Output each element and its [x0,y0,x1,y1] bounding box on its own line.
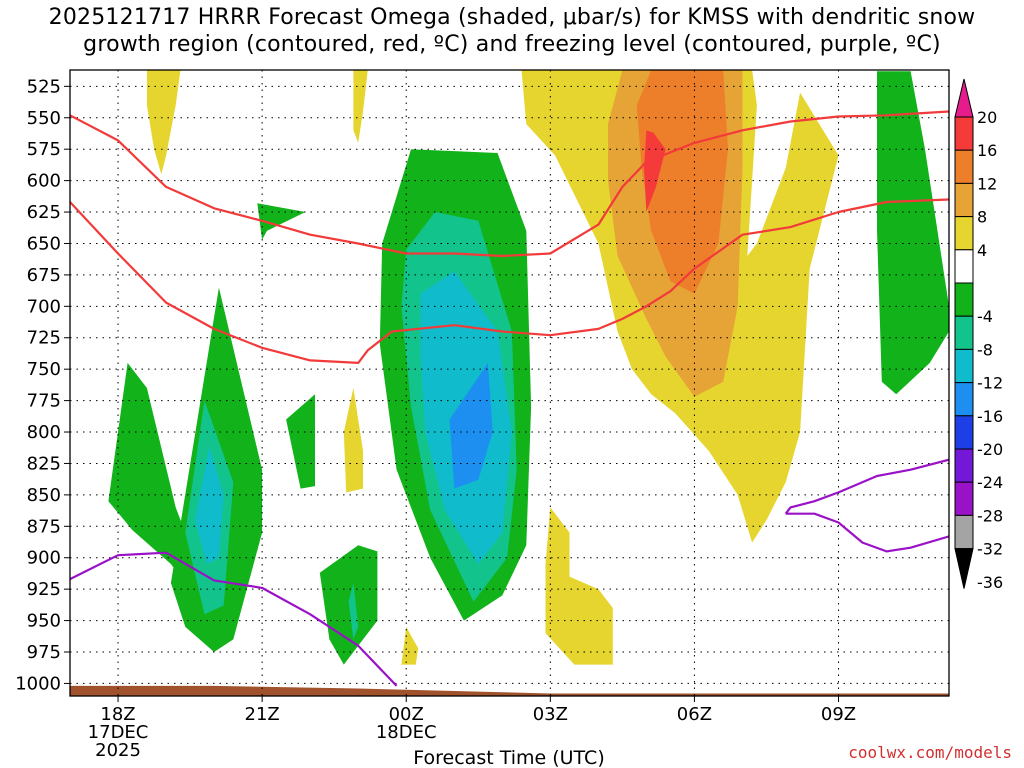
contour-freezing-level-right-lower [785,512,949,553]
y-tick-label-650: 650 [27,233,61,254]
y-tick-label-900: 900 [27,548,61,569]
title-line-2: growth region (contoured, red, ºC) and f… [83,32,941,57]
colorbar-bin--28--24 [954,448,974,483]
colorbar-bin--8--4 [954,282,974,317]
colorbar-label--4: -4 [977,307,993,326]
y-tick-label-525: 525 [27,76,61,97]
y-tick-label-825: 825 [27,453,61,474]
omega-region-rising-pocket-5-core [348,582,359,640]
colorbar-over-arrow [954,78,974,118]
colorbar-label-20: 20 [977,108,997,127]
colorbar-bin--12--8 [954,315,974,350]
omega-region-rising-pocket-3 [257,203,306,240]
y-tick-label-725: 725 [27,328,61,349]
y-tick-label-1000: 1000 [15,673,61,694]
y-tick-label-600: 600 [27,171,61,192]
y-tick-label-875: 875 [27,516,61,537]
omega-region-main-rising-column-max [449,362,493,489]
omega-region-sinking-main-12 [636,70,728,294]
colorbar-label--8: -8 [977,340,993,359]
x-tick-date-18Z: 17DEC [88,722,149,743]
colorbar-bin--4-4 [954,249,974,284]
omega-region-sinking-main-16 [644,130,666,212]
colorbar-bin-12-16 [954,149,974,184]
colorbar-bin-8-12 [954,182,974,218]
omega-region-sinking-top-mid [353,70,368,143]
y-tick-label-950: 950 [27,611,61,632]
x-tick-label-18Z: 18Z [100,704,135,725]
x-axis-title: Forecast Time (UTC) [413,747,604,768]
colorbar-label-12: 12 [977,174,997,193]
terrain-ground [70,685,949,696]
x-tick-label-06Z: 06Z [677,704,712,725]
colorbar-label--36: -36 [977,573,1003,592]
omega-region-rising-pocket-1 [108,362,200,602]
contour-dgz-upper [70,110,949,258]
y-tick-label-850: 850 [27,485,61,506]
colorbar-label--12: -12 [977,374,1003,393]
colorbar-bin--32--28 [954,481,974,516]
colorbar-label--20: -20 [977,440,1003,459]
y-tick-label-750: 750 [27,359,61,380]
y-tick-label-925: 925 [27,579,61,600]
colorbar-bin--24--20 [954,415,974,450]
x-tick-year-18Z: 2025 [95,740,141,761]
contour-dgz-lower [70,198,949,364]
omega-region-rising-pocket-2-inner [194,447,224,564]
colorbar-label--28: -28 [977,506,1003,525]
omega-region-sinking-low-right [545,507,613,665]
y-tick-label-675: 675 [27,265,61,286]
colorbar-bin--36--32 [954,514,974,550]
colorbar-bin--16--12 [954,348,974,384]
x-tick-label-03Z: 03Z [533,704,568,725]
colorbar-bin--20--16 [954,382,974,417]
y-tick-label-975: 975 [27,642,61,663]
y-tick-label-775: 775 [27,391,61,412]
contour-freezing-level-left [70,551,398,687]
omega-region-sinking-small-2 [401,626,419,665]
y-tick-label-700: 700 [27,296,61,317]
colorbar-label--16: -16 [977,407,1003,426]
colorbar-label-4: 4 [977,241,987,260]
y-tick-label-625: 625 [27,202,61,223]
y-tick-label-800: 800 [27,422,61,443]
omega-region-rising-east-edge [877,71,949,395]
x-tick-date-00Z: 18DEC [376,722,437,743]
colorbar-bin-4-8 [954,216,974,251]
colorbar-bin-16-20 [954,116,974,151]
colorbar-label--24: -24 [977,473,1003,492]
colorbar-under-arrow [954,548,974,589]
credit-text: coolwx.com/models [848,743,1012,762]
x-tick-label-09Z: 09Z [821,704,856,725]
y-tick-label-575: 575 [27,139,61,160]
y-tick-label-550: 550 [27,108,61,129]
colorbar-label--32: -32 [977,540,1003,559]
title-line-1: 2025121717 HRRR Forecast Omega (shaded, … [48,5,976,30]
omega-region-sinking-small-1 [343,388,363,493]
x-tick-label-00Z: 00Z [389,704,424,725]
x-tick-label-21Z: 21Z [245,704,280,725]
plot-frame [69,69,950,697]
omega-region-rising-pocket-5 [319,545,378,665]
chart-title: 2025121717 HRRR Forecast Omega (shaded, … [0,4,1024,58]
colorbar-label-8: 8 [977,208,987,227]
omega-region-rising-pocket-4 [286,394,315,489]
colorbar-label-16: 16 [977,141,997,160]
omega-region-sinking-top-left [146,70,181,175]
contour-freezing-level-right [784,458,949,515]
